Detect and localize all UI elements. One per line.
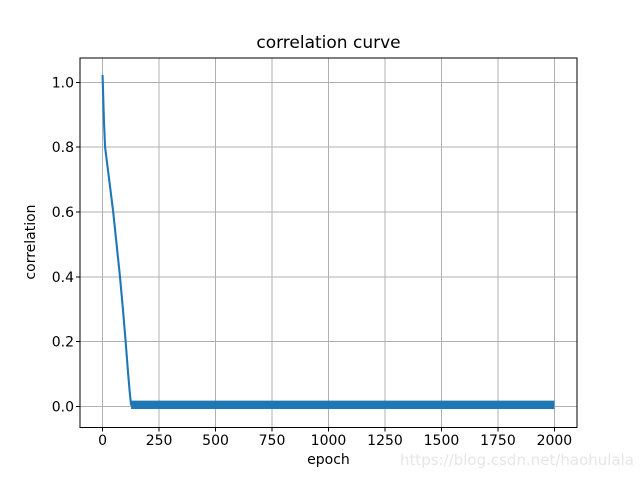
y-tick-label-0: 0.0 (52, 399, 74, 415)
x-tick-label-3: 750 (259, 433, 286, 449)
y-tick-label-4: 0.8 (52, 140, 74, 156)
x-axis-label: epoch (307, 452, 350, 468)
x-tick-label-4: 1000 (311, 433, 347, 449)
x-tick-label-7: 1750 (480, 433, 516, 449)
x-tick-label-0: 0 (98, 433, 107, 449)
chart-title: correlation curve (256, 33, 401, 53)
y-tick-label-3: 0.6 (52, 205, 74, 221)
x-tick-label-1: 250 (146, 433, 173, 449)
watermark-url: https://blog.csdn.net/haohulala (399, 451, 634, 469)
x-tick-label-5: 1250 (367, 433, 403, 449)
y-tick-label-1: 0.2 (52, 335, 74, 351)
y-tick-label-2: 0.4 (52, 270, 74, 286)
x-tick-label-8: 2000 (537, 433, 573, 449)
x-tick-label-6: 1500 (424, 433, 460, 449)
y-axis-label: correlation (23, 204, 39, 280)
data-line-descent-0 (101, 74, 133, 406)
x-tick-label-2: 500 (202, 433, 229, 449)
y-tick-label-5: 1.0 (52, 75, 74, 91)
